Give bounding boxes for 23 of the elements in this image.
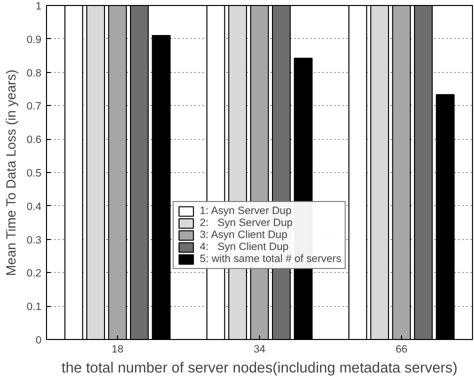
x-tick-label: 66	[396, 344, 408, 356]
x-tick-label: 34	[254, 344, 266, 356]
y-tick-label: 0.3	[26, 234, 42, 246]
y-tick-label: 1	[36, 0, 42, 12]
bar	[152, 35, 171, 340]
y-tick-label: 0.7	[26, 100, 42, 113]
legend-label: 1: Asyn Server Dup	[200, 205, 292, 217]
y-tick-label: 0.1	[26, 301, 42, 314]
x-tick-label: 18	[112, 344, 124, 356]
legend-label: 5: with same total # of servers	[200, 253, 342, 265]
x-axis-title: the total number of server nodes(including metadata servers)	[62, 360, 458, 376]
y-tick-label: 0	[36, 334, 42, 346]
legend-label: 3: Asyn Client Dup	[200, 229, 288, 241]
legend-label: 4: Syn Client Dup	[200, 241, 289, 253]
y-tick-label: 0.8	[26, 67, 42, 80]
y-tick-label: 0.6	[26, 134, 42, 146]
y-axis-title: Mean Time To Data Loss (in years)	[4, 70, 19, 276]
y-tick-label: 0.2	[26, 268, 42, 280]
legend-label: 2: Syn Server Dup	[200, 217, 293, 229]
bar	[436, 94, 455, 340]
y-tick-label: 0.4	[26, 200, 42, 213]
y-tick-label: 0.9	[26, 34, 42, 46]
y-tick-label: 0.5	[26, 168, 42, 180]
